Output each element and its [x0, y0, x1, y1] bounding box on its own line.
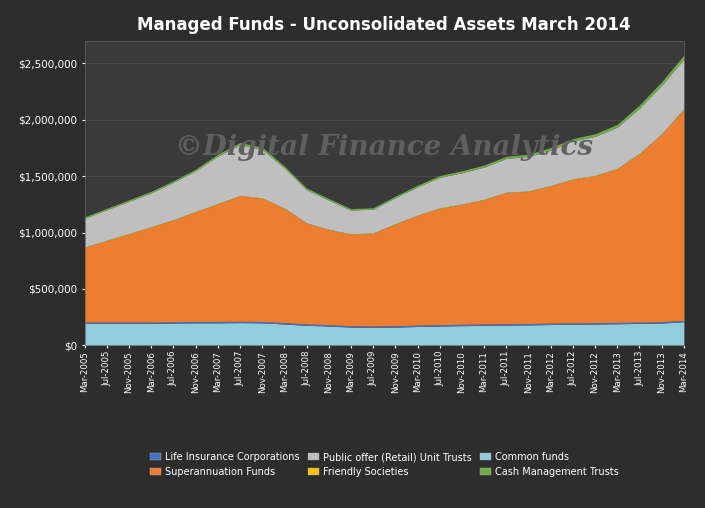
Title: Managed Funds - Unconsolidated Assets March 2014: Managed Funds - Unconsolidated Assets Ma…	[137, 16, 631, 34]
Legend: Life Insurance Corporations, Superannuation Funds, Public offer (Retail) Unit Tr: Life Insurance Corporations, Superannuat…	[146, 448, 623, 481]
Text: ©Digital Finance Analytics: ©Digital Finance Analytics	[176, 134, 593, 161]
